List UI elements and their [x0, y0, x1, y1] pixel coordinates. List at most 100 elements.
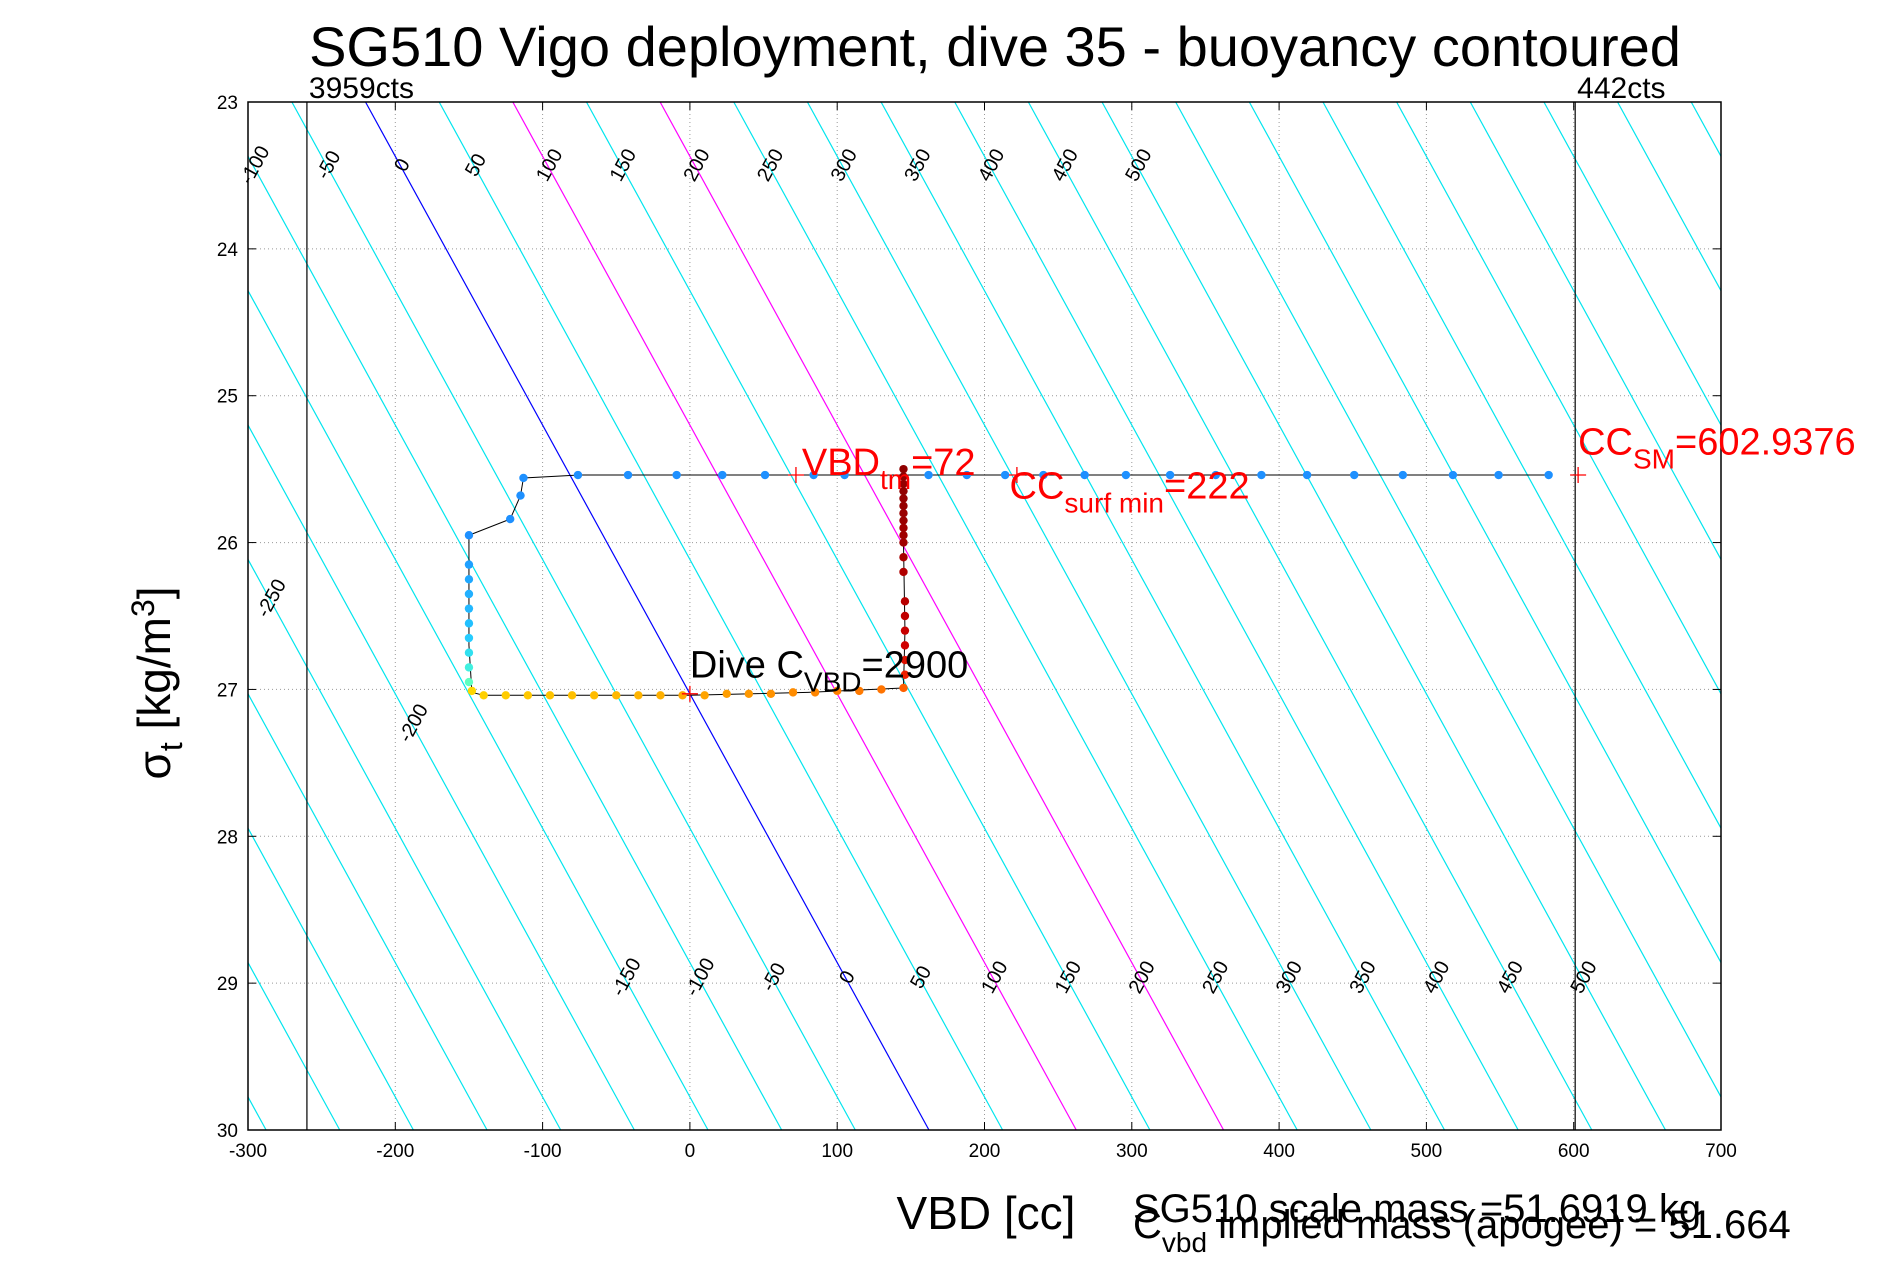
trajectory-point [900, 655, 910, 665]
trajectory-point [501, 691, 510, 700]
vbd-limit-label: 442cts [1577, 72, 1665, 105]
contour-line [1617, 101, 1722, 291]
plus-marker [787, 467, 804, 484]
annotation-main: CC [1578, 421, 1633, 463]
trajectory-point [744, 689, 754, 699]
y-axis-label: σt [kg/m3] [125, 586, 189, 779]
contour-line [512, 101, 1077, 1131]
trajectory-point [1211, 470, 1220, 480]
trajectory-point [718, 470, 727, 480]
contour-line [1027, 101, 1593, 1131]
density-contours [247, 101, 1722, 1131]
trajectory-point [623, 470, 633, 480]
trajectory-point [900, 611, 910, 621]
trajectory-point [467, 686, 477, 696]
trajectory-point [545, 691, 555, 700]
x-tick-label: 400 [1263, 1141, 1295, 1162]
footer: SG510 scale mass =51.6919 kg Cvbd implie… [1133, 1187, 1791, 1258]
contour-line [247, 559, 562, 1131]
trajectory-point [464, 663, 474, 672]
trajectory-point [700, 691, 709, 700]
plus-marker [681, 685, 698, 702]
y-label-symbol: σ [128, 751, 180, 779]
trajectory-point [464, 677, 474, 687]
contour-line [438, 101, 1004, 1131]
trajectory-point [612, 691, 621, 700]
trajectory-point [899, 494, 908, 503]
x-tick-label: 600 [1558, 1141, 1590, 1162]
trajectory-point [672, 470, 681, 480]
scale-mass-note: SG510 scale mass =51.6919 kg [1133, 1187, 1701, 1231]
trajectory-point [1080, 470, 1089, 480]
implied-mass-tail: implied mass (apogee) = 51.664 [1207, 1203, 1791, 1247]
trajectory-point [899, 479, 908, 489]
contour-line [954, 101, 1519, 1131]
trajectory-point [1398, 470, 1408, 480]
y-label-sub: t [153, 742, 189, 751]
trajectory-point [1302, 470, 1312, 480]
contour-line [880, 101, 1446, 1131]
trajectory-point [899, 531, 908, 540]
implied-mass-note: Cvbd implied mass (apogee) = 51.664 [1133, 1203, 1791, 1258]
trajectory-point [899, 683, 908, 693]
contour-line [806, 101, 1372, 1131]
annotation-sub: VBD [804, 667, 862, 698]
trajectory-point [900, 626, 910, 635]
trajectory-point [1257, 470, 1266, 480]
y-label-sup: 3 [125, 599, 161, 617]
trajectory-point [1350, 470, 1359, 480]
trajectory-point [722, 689, 731, 699]
trajectory-point [899, 464, 908, 474]
trajectory-point [1544, 470, 1553, 480]
trajectory-point [766, 689, 776, 699]
annotation-sub: tm [880, 464, 911, 495]
implied-mass-sub: vbd [1162, 1227, 1207, 1258]
trajectory-point [1121, 470, 1131, 480]
contour-line [364, 101, 930, 1131]
trajectory-point [899, 567, 908, 577]
trajectory-point [788, 688, 798, 697]
annotation-sub: surf min [1064, 488, 1164, 519]
trajectory-point [877, 685, 886, 694]
chart-title: SG510 Vigo deployment, dive 35 - buoyanc… [309, 15, 1681, 78]
contour-line [247, 1096, 267, 1131]
trajectory-point [464, 633, 474, 643]
x-tick-label: -200 [376, 1141, 414, 1162]
contour-line [291, 101, 856, 1131]
dive-trajectory [464, 464, 1553, 700]
trajectory-point [1165, 470, 1175, 480]
y-tick-label: 28 [217, 827, 238, 848]
trajectory-point [678, 691, 687, 700]
trajectory-point [464, 531, 474, 540]
trajectory-point [899, 516, 908, 525]
annotation-tail: =72 [911, 442, 975, 484]
x-tick-label: 200 [969, 1141, 1001, 1162]
trajectory-point [516, 491, 525, 500]
contour-line [1322, 101, 1722, 829]
x-tick-label: -100 [524, 1141, 562, 1162]
y-tick-label: 23 [217, 93, 238, 114]
annotation-label: CCsurf min=222 [1010, 466, 1250, 519]
trajectory-point [567, 691, 577, 700]
annotation-label: CCSM=602.9376 [1578, 421, 1856, 474]
contour-line [1396, 101, 1722, 695]
trajectory-point [962, 470, 972, 480]
trajectory-point [634, 691, 643, 700]
annotation-sub: SM [1633, 443, 1675, 474]
vbd-limit-label: 3959cts [309, 72, 414, 105]
trajectory-point [464, 604, 474, 613]
trajectory-point [899, 486, 908, 496]
trajectory-point [833, 686, 842, 696]
y-tick-label: 26 [217, 534, 238, 555]
y-label-close: ] [128, 586, 180, 599]
contour-line [247, 827, 414, 1131]
plus-marker [1008, 467, 1025, 484]
trajectory-point [479, 691, 488, 700]
trajectory-point [924, 470, 933, 480]
trajectory-point [519, 473, 528, 483]
trajectory-point [840, 470, 849, 480]
implied-mass-main: C [1133, 1203, 1162, 1247]
contour-line [247, 156, 783, 1131]
trajectory-point [900, 641, 910, 650]
